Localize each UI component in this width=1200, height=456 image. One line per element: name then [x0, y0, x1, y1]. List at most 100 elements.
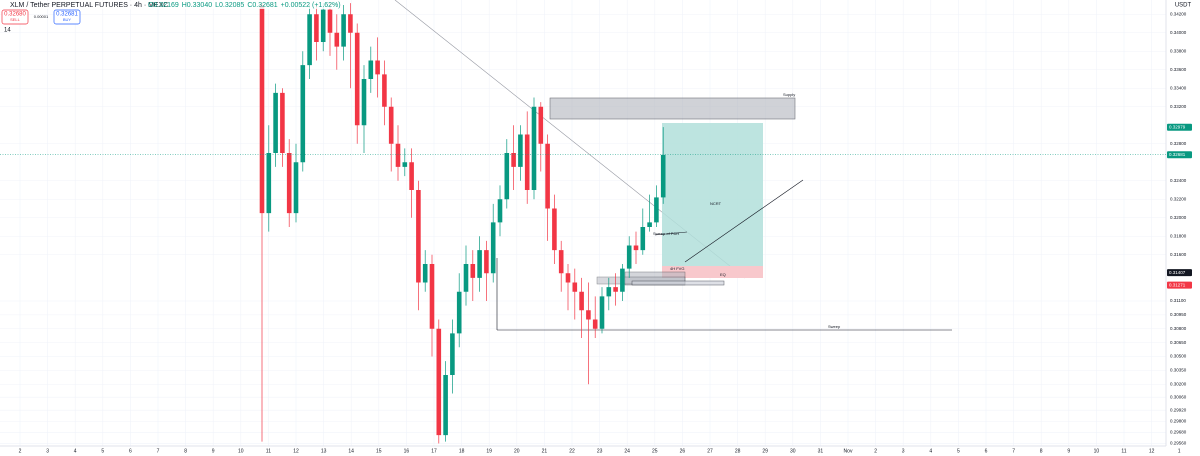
y-tick-label: 0.29560 [1170, 441, 1187, 446]
price-marker [1167, 281, 1192, 289]
candle-body [599, 296, 605, 329]
projection-line [684, 179, 804, 263]
candle-body [456, 291, 462, 334]
y-tick-label: 0.31100 [1170, 298, 1186, 303]
x-tick-label: 11 [1121, 448, 1126, 454]
x-tick-label: 25 [652, 448, 658, 454]
candle-body [429, 264, 435, 329]
candle-body [320, 9, 326, 42]
candle-body [395, 143, 401, 167]
candle-body [531, 106, 537, 190]
x-tick-label: 22 [569, 448, 575, 454]
y-tick-label: 0.33400 [1170, 85, 1187, 90]
y-tick-label: 0.32000 [1170, 215, 1187, 220]
candle-body [592, 319, 598, 329]
x-tick-label: 23 [597, 448, 603, 454]
candle-body [354, 32, 360, 126]
candle-body [538, 106, 544, 144]
x-tick-label: 17 [431, 448, 437, 454]
sell-button[interactable] [1, 9, 29, 25]
x-tick-label: 9 [1067, 448, 1070, 454]
y-tick-label: 0.30800 [1170, 326, 1187, 331]
indicator-toggle[interactable]: 14 [4, 28, 11, 34]
candle-body [640, 227, 646, 251]
annotation: Supply [783, 92, 795, 97]
annotation: NCRT [710, 201, 722, 206]
x-tick-label: 27 [707, 448, 713, 454]
y-tick-label: 0.34200 [1170, 11, 1187, 16]
y-tick-label: 0.29800 [1170, 418, 1187, 423]
x-tick-label: 3 [46, 448, 49, 454]
candle-body [579, 291, 584, 311]
y-tick-label: 0.34000 [1170, 30, 1187, 35]
x-tick-label: 10 [238, 448, 244, 454]
candle-body [280, 92, 285, 153]
candle-body [416, 190, 421, 283]
candle-body [647, 222, 652, 227]
x-tick-label: 24 [624, 448, 630, 454]
ohlc-value: H0.33040 [182, 2, 212, 9]
header-bg [2, 1, 342, 9]
candle-body [307, 14, 312, 66]
price-axis [1166, 0, 1200, 456]
candle-body [348, 14, 353, 33]
annotation: Sweep of PDH [653, 231, 679, 236]
x-tick-label: 12 [1149, 448, 1155, 454]
x-tick-label: 6 [985, 448, 988, 454]
buy-button[interactable] [53, 9, 81, 25]
candle-body [341, 14, 346, 47]
x-tick-label: 28 [735, 448, 741, 454]
x-tick-label: 26 [680, 448, 686, 454]
target-zone [662, 123, 763, 266]
x-tick-label: 1 [1178, 448, 1181, 454]
x-tick-label: 7 [157, 448, 160, 454]
x-tick-label: 8 [184, 448, 187, 454]
x-tick-label: 20 [514, 448, 520, 454]
y-tick-label: 0.33600 [1170, 67, 1187, 72]
x-tick-label: 19 [486, 448, 492, 454]
price-marker-label: 0.31271 [1169, 282, 1186, 287]
candle-body [327, 9, 333, 33]
sell-price: 0.32680 [4, 12, 26, 18]
x-tick-label: 9 [212, 448, 215, 454]
x-tick-label: 5 [101, 448, 104, 454]
candle-body [633, 245, 639, 251]
candle-body [388, 106, 394, 144]
x-tick-label: 11 [266, 448, 271, 454]
candle-body [375, 60, 380, 75]
y-tick-label: 0.31600 [1170, 252, 1187, 257]
price-marker [1167, 151, 1192, 159]
candle-body [450, 333, 455, 375]
candle-body [511, 153, 516, 167]
candle-body [497, 199, 503, 223]
candle-body [660, 154, 666, 198]
y-tick-label: 0.29680 [1170, 430, 1187, 435]
y-tick-label: 0.30200 [1170, 381, 1187, 386]
sell-label: SELL [10, 17, 21, 22]
candle-body [484, 250, 489, 274]
candle-body [606, 287, 612, 297]
y-tick-label: 0.33800 [1170, 48, 1187, 53]
x-tick-label: 16 [404, 448, 410, 454]
annotations: Supply Sweep of PDH 4H FVG EQ Sweep NCRT [653, 92, 841, 329]
ohlc-value: C0.32681 [247, 2, 277, 9]
y-tick-label: 0.32800 [1170, 141, 1187, 146]
x-tick-label: 14 [348, 448, 354, 454]
candle-body [620, 268, 625, 292]
x-tick-label: 8 [1040, 448, 1043, 454]
candle-body [572, 282, 578, 292]
x-tick-label: 21 [542, 448, 548, 454]
x-tick-label: 5 [957, 448, 960, 454]
symbol-title: XLM / Tether PERPETUAL FUTURES · 4h · ME… [10, 2, 168, 9]
x-tick-label: 4 [929, 448, 932, 454]
price-marker [1167, 123, 1192, 131]
spread: 0.00001 [34, 14, 49, 19]
candle-body [361, 79, 367, 126]
annotation: 4H FVG [670, 266, 684, 271]
candle-body [565, 273, 571, 283]
candle-body [558, 250, 564, 274]
candle-body [518, 134, 523, 167]
price-marker-label: 0.32979 [1169, 124, 1186, 129]
price-marker-label: 0.31407 [1169, 270, 1186, 275]
candle-body [409, 162, 414, 190]
